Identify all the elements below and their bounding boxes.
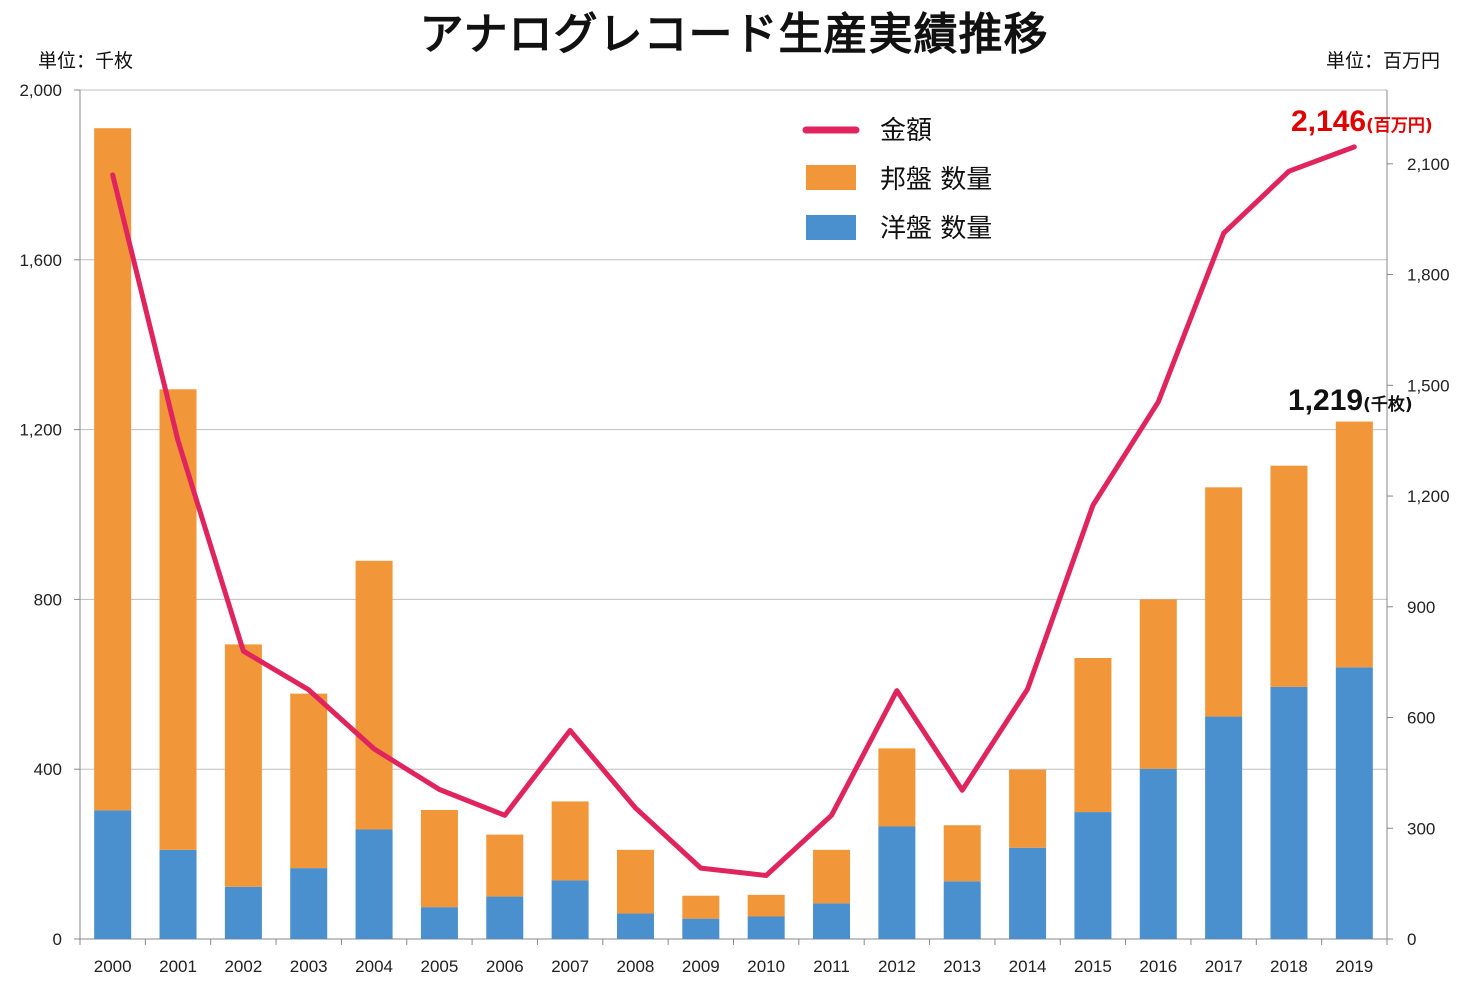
bar-foreign-qty	[1009, 847, 1047, 939]
x-axis-tick-label: 2001	[159, 957, 197, 976]
bar-foreign-qty	[159, 849, 197, 939]
bar-foreign-qty	[1270, 686, 1308, 939]
bar-foreign-qty	[813, 903, 851, 939]
bar-domestic-qty	[616, 849, 654, 914]
left-axis-tick-label: 0	[53, 930, 62, 949]
annotation-amount-unit: (百万円)	[1366, 116, 1433, 136]
x-axis-tick-label: 2006	[486, 957, 524, 976]
legend-label-domestic: 邦盤 数量	[880, 165, 992, 195]
bar-domestic-qty	[420, 809, 458, 908]
bar-foreign-qty	[224, 886, 262, 939]
bar-foreign-qty	[878, 826, 916, 939]
bar-domestic-qty	[94, 128, 132, 811]
right-axis-tick-label: 1,200	[1407, 487, 1450, 506]
bar-foreign-qty	[1335, 667, 1373, 939]
bar-domestic-qty	[878, 748, 916, 827]
annotation-amount: 2,146(百万円)	[1291, 105, 1433, 138]
right-axis-tick-label: 300	[1407, 819, 1435, 838]
legend-swatch-foreign	[806, 215, 856, 240]
annotation-qty: 1,219(千枚)	[1288, 384, 1413, 417]
left-axis-tick-label: 400	[34, 760, 62, 779]
x-axis-tick-label: 2008	[617, 957, 655, 976]
x-axis-tick-label: 2013	[943, 957, 981, 976]
right-axis-tick-label: 2,100	[1407, 155, 1450, 174]
legend-label-amount: 金額	[880, 116, 932, 146]
bar-domestic-qty	[551, 801, 589, 881]
annotation-amount-value: 2,146	[1291, 105, 1366, 138]
x-axis-tick-label: 2003	[290, 957, 328, 976]
left-axis-tick-label: 1,200	[19, 421, 62, 440]
left-axis-tick-label: 800	[34, 590, 62, 609]
bar-domestic-qty	[1139, 599, 1177, 769]
bar-foreign-qty	[94, 810, 132, 939]
bar-foreign-qty	[551, 880, 589, 939]
x-axis-tick-label: 2000	[94, 957, 132, 976]
right-axis-tick-label: 1,800	[1407, 266, 1450, 285]
x-axis-tick-label: 2002	[224, 957, 262, 976]
bar-domestic-qty	[290, 693, 328, 869]
legend-swatch-domestic	[806, 165, 856, 190]
bar-domestic-qty	[1074, 657, 1112, 813]
x-axis-tick-label: 2004	[355, 957, 393, 976]
x-axis-tick-label: 2010	[747, 957, 785, 976]
x-axis-tick-label: 2019	[1335, 957, 1373, 976]
bar-domestic-qty	[1205, 487, 1243, 717]
left-axis-tick-label: 2,000	[19, 81, 62, 100]
right-axis-unit: 単位：百万円	[1325, 50, 1440, 72]
bar-foreign-qty	[1205, 716, 1243, 939]
bar-foreign-qty	[943, 881, 981, 939]
bar-foreign-qty	[747, 916, 785, 939]
x-axis-tick-label: 2012	[878, 957, 916, 976]
right-axis-tick-label: 1,500	[1407, 376, 1450, 395]
bar-domestic-qty	[486, 834, 524, 897]
bar-foreign-qty	[420, 907, 458, 939]
x-axis-tick-label: 2007	[551, 957, 589, 976]
line-amount	[110, 144, 1357, 879]
bar-foreign-qty	[486, 896, 524, 939]
bar-foreign-qty	[355, 829, 393, 939]
bar-domestic-qty	[1335, 421, 1373, 668]
right-axis-tick-label: 0	[1407, 930, 1416, 949]
x-axis-tick-label: 2016	[1139, 957, 1177, 976]
bar-foreign-qty	[616, 913, 654, 939]
annotation-qty-unit: (千枚)	[1363, 394, 1413, 415]
x-axis-tick-label: 2015	[1074, 957, 1112, 976]
bar-domestic-qty	[943, 825, 981, 882]
left-axis-unit: 単位：千枚	[38, 50, 134, 72]
bar-foreign-qty	[1074, 812, 1112, 939]
bar-foreign-qty	[290, 868, 328, 939]
bar-domestic-qty	[682, 895, 720, 919]
x-axis-tick-label: 2017	[1205, 957, 1243, 976]
x-axis-tick-label: 2014	[1009, 957, 1047, 976]
right-axis-tick-label: 900	[1407, 598, 1435, 617]
x-axis-tick-label: 2009	[682, 957, 720, 976]
x-axis-tick-label: 2005	[421, 957, 459, 976]
right-axis-tick-label: 600	[1407, 709, 1435, 728]
annotation-qty-value: 1,219	[1288, 384, 1363, 417]
bar-domestic-qty	[224, 644, 262, 887]
bar-foreign-qty	[1139, 768, 1177, 939]
chart-title: アナログレコード生産実績推移	[419, 9, 1049, 60]
left-axis-tick-label: 1,600	[19, 251, 62, 270]
legend-label-foreign: 洋盤 数量	[880, 214, 992, 244]
bar-domestic-qty	[159, 389, 197, 850]
bar-domestic-qty	[1009, 769, 1047, 848]
bar-domestic-qty	[355, 560, 393, 830]
bar-foreign-qty	[682, 918, 720, 939]
x-axis-tick-label: 2018	[1270, 957, 1308, 976]
x-axis-tick-label: 2011	[813, 957, 850, 976]
bar-domestic-qty	[747, 894, 785, 917]
bar-domestic-qty	[813, 849, 851, 904]
bar-domestic-qty	[1270, 465, 1308, 687]
